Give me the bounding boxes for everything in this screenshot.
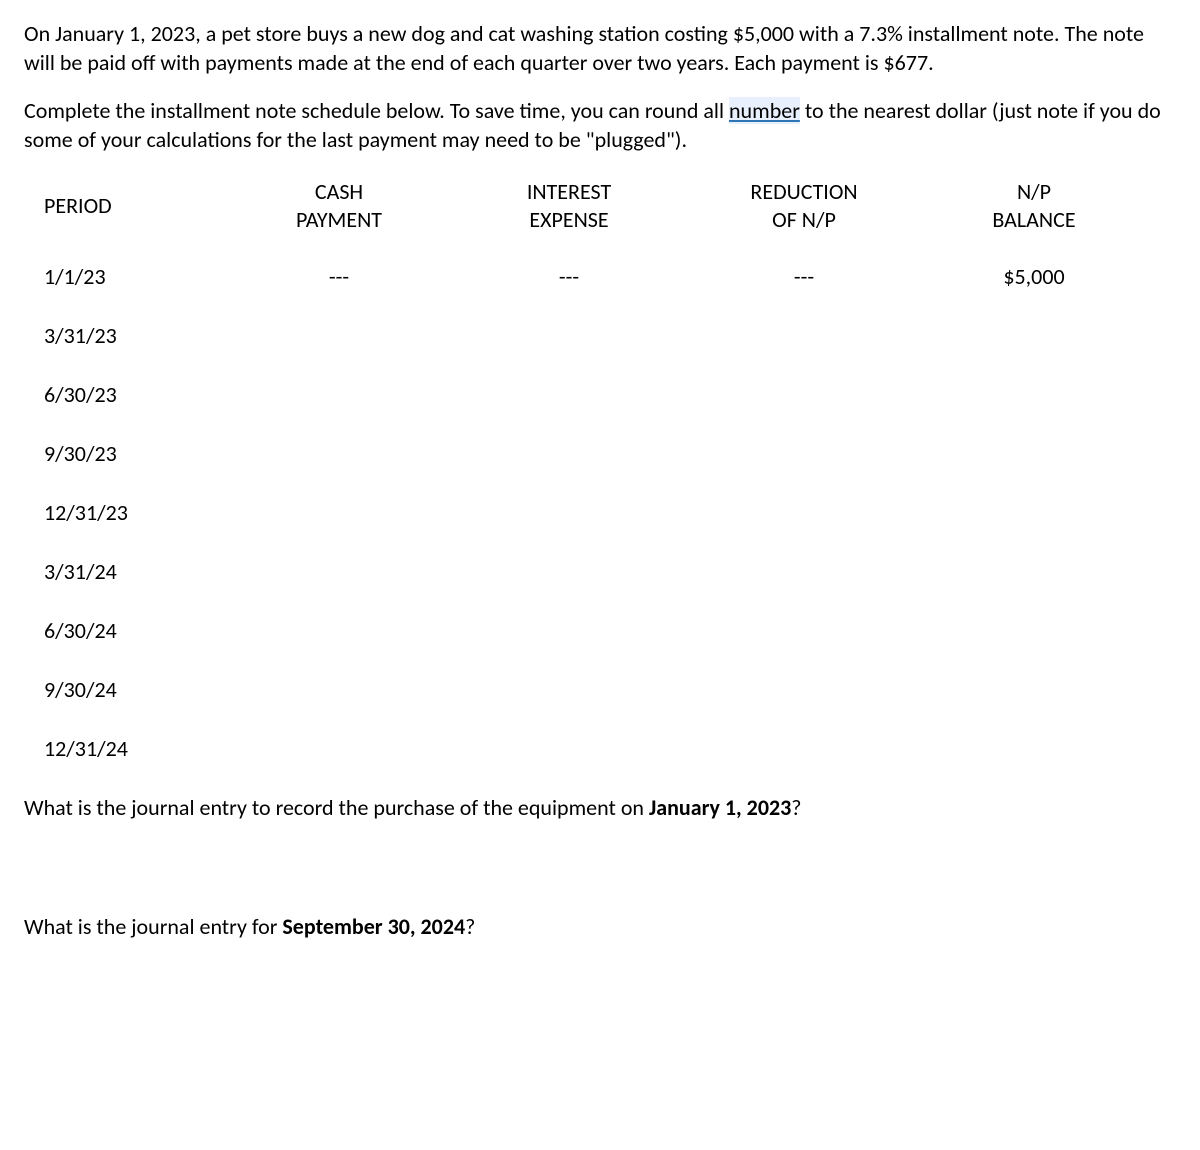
cell-period: 9/30/23 — [24, 440, 224, 467]
table-header-row: PERIOD CASH PAYMENT INTEREST EXPENSE RED… — [24, 178, 1176, 233]
problem-statement-paragraph-2: Complete the installment note schedule b… — [24, 97, 1176, 154]
header-interest-line1: INTEREST — [454, 178, 684, 206]
cell-period: 9/30/24 — [24, 676, 224, 703]
cell-reduction: --- — [684, 263, 924, 290]
cell-interest: --- — [454, 263, 684, 290]
header-cash-line1: CASH — [224, 178, 454, 206]
table-row: 3/31/23 — [24, 322, 1176, 349]
question-2-date: September 30, 2024 — [282, 913, 465, 940]
header-reduction-line2: OF N/P — [684, 206, 924, 234]
cell-period: 3/31/23 — [24, 322, 224, 349]
table-row: 9/30/24 — [24, 676, 1176, 703]
header-interest-expense: INTEREST EXPENSE — [454, 178, 684, 233]
table-row: 9/30/23 — [24, 440, 1176, 467]
header-np-balance: N/P BALANCE — [924, 178, 1144, 233]
header-balance-line1: N/P — [924, 178, 1144, 206]
table-row: 6/30/23 — [24, 381, 1176, 408]
header-period: PERIOD — [24, 192, 224, 220]
cell-balance: $5,000 — [924, 263, 1144, 290]
cell-period: 12/31/24 — [24, 735, 224, 762]
table-row: 6/30/24 — [24, 617, 1176, 644]
cell-period: 6/30/24 — [24, 617, 224, 644]
problem-statement-paragraph-1: On January 1, 2023, a pet store buys a n… — [24, 20, 1176, 77]
table-row: 1/1/23 --- --- --- $5,000 — [24, 263, 1176, 290]
question-1: What is the journal entry to record the … — [24, 794, 1176, 823]
question-2-text-before: What is the journal entry for — [24, 913, 282, 940]
header-balance-line2: BALANCE — [924, 206, 1144, 234]
cell-period: 1/1/23 — [24, 263, 224, 290]
header-reduction-line1: REDUCTION — [684, 178, 924, 206]
question-1-text-before: What is the journal entry to record the … — [24, 794, 649, 821]
question-1-text-after: ? — [791, 794, 801, 821]
cell-period: 12/31/23 — [24, 499, 224, 526]
header-reduction-np: REDUCTION OF N/P — [684, 178, 924, 233]
question-2: What is the journal entry for September … — [24, 913, 1176, 942]
header-cash-line2: PAYMENT — [224, 206, 454, 234]
question-1-date: January 1, 2023 — [649, 794, 791, 821]
table-row: 12/31/24 — [24, 735, 1176, 762]
cell-period: 6/30/23 — [24, 381, 224, 408]
cell-period: 3/31/24 — [24, 558, 224, 585]
installment-schedule-table: PERIOD CASH PAYMENT INTEREST EXPENSE RED… — [24, 178, 1176, 762]
table-row: 12/31/23 — [24, 499, 1176, 526]
header-cash-payment: CASH PAYMENT — [224, 178, 454, 233]
table-row: 3/31/24 — [24, 558, 1176, 585]
paragraph-2-text-before: Complete the installment note schedule b… — [24, 97, 729, 124]
header-interest-line2: EXPENSE — [454, 206, 684, 234]
question-2-text-after: ? — [465, 913, 475, 940]
cell-cash: --- — [224, 263, 454, 290]
grammar-underline-word: number — [729, 97, 800, 124]
